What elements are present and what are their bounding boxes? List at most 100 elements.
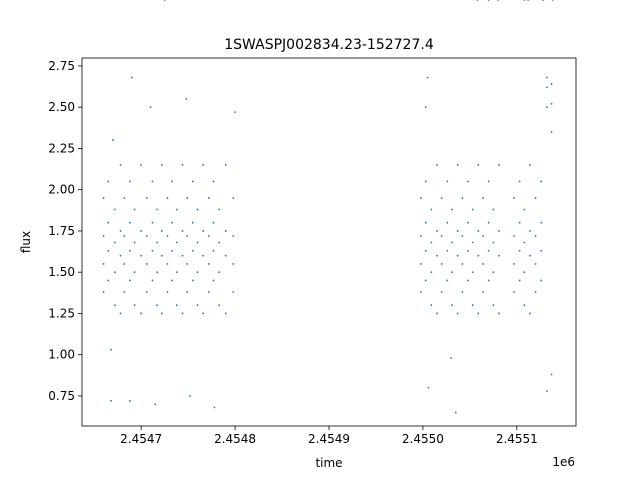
y-tick-label: 0.75 xyxy=(48,389,75,403)
point xyxy=(545,390,548,392)
point xyxy=(171,180,174,183)
point xyxy=(518,180,521,183)
point xyxy=(523,271,526,274)
point xyxy=(523,0,526,1)
point xyxy=(196,208,199,211)
point xyxy=(166,234,169,237)
point xyxy=(191,180,194,183)
x-axis-label: time xyxy=(315,456,342,470)
point xyxy=(436,254,438,257)
point xyxy=(160,312,163,315)
point xyxy=(424,221,427,224)
point xyxy=(156,208,159,211)
point xyxy=(119,254,122,257)
point xyxy=(492,304,495,307)
point xyxy=(540,221,543,224)
point xyxy=(202,230,205,232)
point xyxy=(207,234,210,237)
point xyxy=(523,241,526,244)
point xyxy=(461,263,464,265)
point xyxy=(232,234,235,237)
point xyxy=(482,291,484,293)
point xyxy=(456,254,459,257)
x-tick-label: 2.4550 xyxy=(402,432,444,446)
point xyxy=(107,249,110,252)
point xyxy=(451,271,453,274)
point xyxy=(154,403,157,406)
point xyxy=(427,386,430,389)
point xyxy=(497,0,499,1)
point xyxy=(426,76,429,79)
point xyxy=(123,291,126,293)
point xyxy=(181,254,184,257)
point xyxy=(202,164,205,166)
y-tick-label: 2.25 xyxy=(48,141,75,155)
point xyxy=(196,271,199,274)
point xyxy=(446,249,449,252)
point xyxy=(430,241,433,244)
point xyxy=(156,304,159,307)
point xyxy=(128,249,131,252)
point xyxy=(140,230,143,232)
point xyxy=(202,312,205,315)
point xyxy=(440,234,443,237)
point xyxy=(540,249,543,252)
point xyxy=(467,221,469,224)
point xyxy=(467,180,469,183)
point xyxy=(145,197,148,199)
y-tick-label: 1.50 xyxy=(48,265,75,279)
point xyxy=(218,208,221,211)
y-tick-label: 2.00 xyxy=(48,183,75,197)
x-tick-label: 2.4547 xyxy=(120,432,162,446)
point xyxy=(186,234,189,237)
point xyxy=(461,291,464,293)
point xyxy=(128,400,131,402)
point xyxy=(482,263,484,265)
point xyxy=(545,86,548,89)
point xyxy=(163,0,166,1)
point xyxy=(476,0,479,1)
point xyxy=(518,279,521,282)
point xyxy=(471,271,474,274)
point xyxy=(112,139,114,142)
point xyxy=(420,234,422,237)
point xyxy=(440,197,443,199)
point xyxy=(420,197,422,199)
point xyxy=(545,106,548,109)
point xyxy=(461,234,464,237)
point xyxy=(232,263,235,265)
point xyxy=(151,279,154,282)
point xyxy=(550,83,553,85)
point xyxy=(218,304,221,307)
point xyxy=(430,208,433,211)
point xyxy=(149,106,152,109)
point xyxy=(430,304,433,307)
point xyxy=(232,291,235,293)
point xyxy=(550,131,553,133)
x-tick-label: 2.4551 xyxy=(496,432,538,446)
point xyxy=(232,197,235,199)
point xyxy=(487,180,490,183)
point xyxy=(518,249,521,252)
point xyxy=(181,312,184,315)
point xyxy=(513,197,515,199)
point xyxy=(102,234,105,237)
chart-title: 1SWASPJ002834.23-152727.4 xyxy=(224,37,434,53)
point xyxy=(518,221,521,224)
point xyxy=(213,406,216,409)
point xyxy=(456,230,459,232)
point xyxy=(133,271,136,274)
point xyxy=(186,197,189,199)
point xyxy=(151,221,154,224)
point xyxy=(477,230,480,232)
point xyxy=(102,291,105,293)
point xyxy=(456,312,459,315)
point xyxy=(207,263,210,265)
point xyxy=(156,241,159,244)
point xyxy=(218,271,221,274)
point xyxy=(234,111,236,114)
point xyxy=(440,263,443,265)
point xyxy=(119,164,122,166)
point xyxy=(191,249,194,252)
